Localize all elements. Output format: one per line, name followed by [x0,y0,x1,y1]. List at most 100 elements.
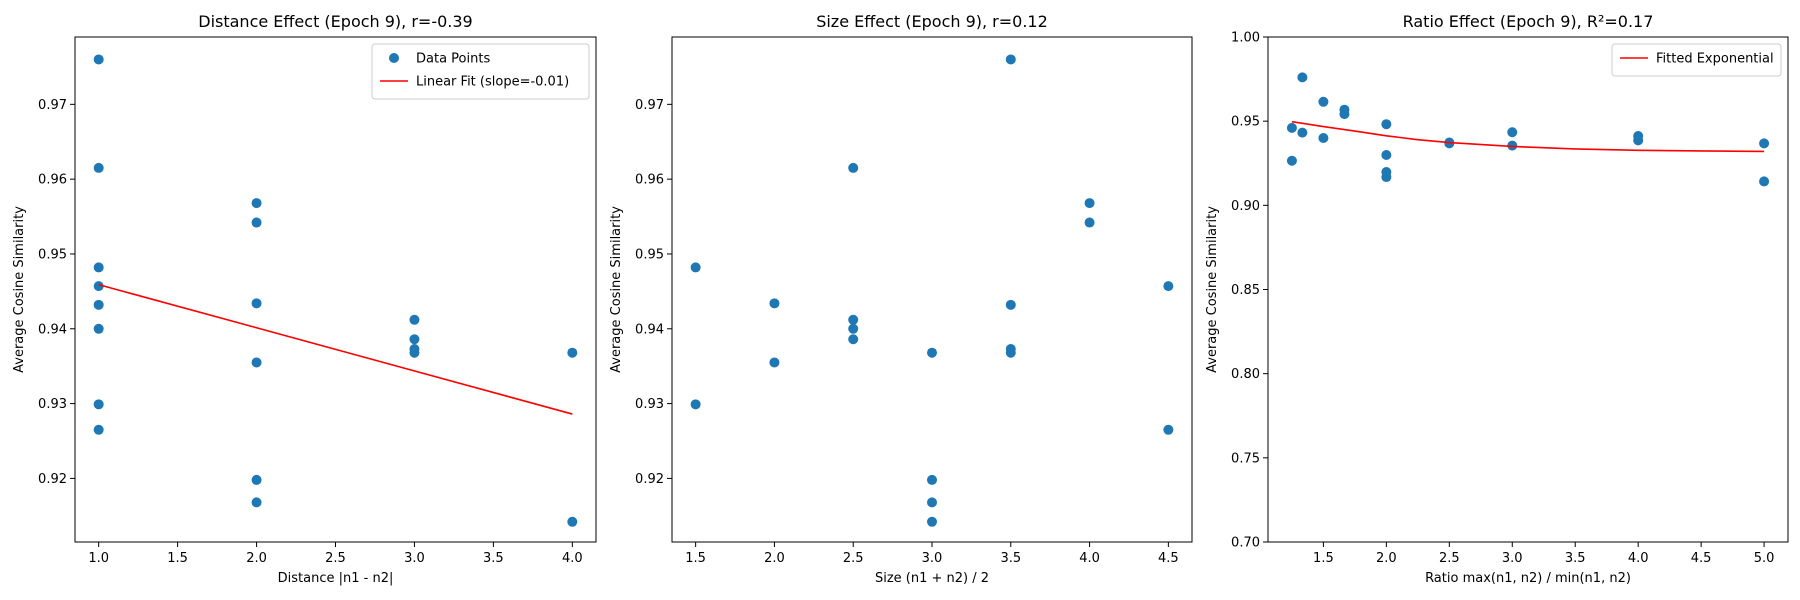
x-tick-label: 5.0 [1754,551,1775,566]
y-tick-label: 0.97 [635,98,664,113]
x-tick-label: 4.0 [1628,551,1649,566]
data-point [1084,198,1095,209]
y-axis-label: Average Cosine Similarity [12,206,27,373]
data-point [927,347,937,358]
data-point [1286,122,1297,133]
fit-line [98,283,573,415]
data-point [690,399,701,410]
y-tick-label: 0.95 [635,247,664,262]
x-tick-label: 2.5 [843,551,864,566]
data-point [927,516,937,527]
x-tick-label: 4.0 [562,551,583,566]
y-tick-label: 1.00 [1231,31,1260,46]
y-tick-label: 0.96 [38,173,67,188]
data-point [93,399,104,410]
data-point [93,323,104,334]
y-tick-label: 0.80 [1231,367,1260,382]
data-point [1339,109,1350,120]
data-point [409,314,420,325]
y-tick-label: 0.85 [1231,283,1260,298]
data-point [1507,140,1518,151]
x-tick-label: 1.0 [88,551,109,566]
legend-label: Linear Fit (slope=-0.01) [416,75,569,90]
data-point [1507,127,1518,138]
legend-point-marker [389,53,399,63]
y-tick-label: 0.93 [38,397,67,412]
data-point [1633,135,1644,146]
x-tick-label: 3.5 [1000,551,1021,566]
data-point [1381,150,1392,161]
y-axis-label: Average Cosine Similarity [1205,206,1220,373]
data-point [93,262,104,273]
chart-title: Ratio Effect (Epoch 9), R²=0.17 [1403,12,1654,31]
legend-label: Data Points [416,52,490,67]
data-point [848,162,859,173]
plot-frame [671,36,1193,543]
y-tick-label: 0.70 [1231,536,1260,551]
subplot-1: Distance Effect (Epoch 9), r=-0.39 1.0 1.5… [12,12,597,586]
x-tick-label: 2.0 [764,551,785,566]
data-point [1759,176,1770,187]
y-tick-label: 0.96 [635,173,664,188]
y-tick-label: 0.93 [635,397,664,412]
y-tick-label: 0.92 [38,472,67,487]
data-point [1444,138,1455,149]
data-point [1297,72,1308,83]
data-point [1005,347,1016,358]
data-point [93,424,104,435]
data-point [409,347,420,358]
data-point [251,474,262,485]
subplot-2: Size Effect (Epoch 9), r=0.12 1.5 2.0 2.5 3.… [609,12,1193,586]
legend: Fitted Exponential [1611,43,1782,77]
data-point [93,54,104,65]
x-tick-label: 4.5 [1158,551,1179,566]
chart-title: Distance Effect (Epoch 9), r=-0.39 [198,12,472,31]
data-point [690,262,701,273]
data-point [1381,119,1392,130]
x-axis-label: Size (n1 + n2) / 2 [875,571,989,586]
data-point [567,347,578,358]
data-point [1297,127,1308,138]
x-tick-label: 3.0 [404,551,425,566]
y-tick-label: 0.90 [1231,199,1260,214]
x-tick-label: 2.5 [1439,551,1460,566]
data-point [251,298,262,309]
y-tick-label: 0.92 [635,472,664,487]
chart-title: Size Effect (Epoch 9), r=0.12 [816,12,1048,31]
data-point [769,357,780,368]
legend-box [371,43,590,100]
data-point [1005,299,1016,310]
x-axis-label: Distance |n1 - n2| [278,571,394,586]
data-point [567,516,578,527]
data-point [1759,138,1770,149]
data-point [251,357,262,368]
data-point [927,497,937,508]
x-tick-label: 2.5 [325,551,346,566]
data-point [1084,217,1095,228]
data-point [1163,424,1174,435]
y-tick-label: 0.95 [38,247,67,262]
x-axis-label: Ratio max(n1, n2) / min(n1, n2) [1425,571,1631,586]
fit-line [1291,120,1765,153]
plot-frame [1267,36,1789,543]
data-point [1005,54,1016,65]
data-point [927,474,937,485]
data-point [251,217,262,228]
x-tick-label: 2.0 [1376,551,1397,566]
x-tick-label: 3.0 [1502,551,1523,566]
y-tick-label: 0.94 [635,322,664,337]
subplot-3: Ratio Effect (Epoch 9), R²=0.17 1.5 2.0 2.5… [1205,12,1789,586]
legend-box [1611,43,1782,77]
data-point [848,334,859,345]
x-tick-label: 1.5 [1313,551,1334,566]
x-tick-label: 4.0 [1079,551,1100,566]
plot-frame [74,36,597,543]
y-tick-label: 0.97 [38,98,67,113]
x-tick-label: 1.5 [167,551,188,566]
data-point [409,334,420,345]
data-point [93,299,104,310]
legend-label: Fitted Exponential [1656,52,1774,67]
data-point [93,281,104,292]
data-point [769,298,780,309]
